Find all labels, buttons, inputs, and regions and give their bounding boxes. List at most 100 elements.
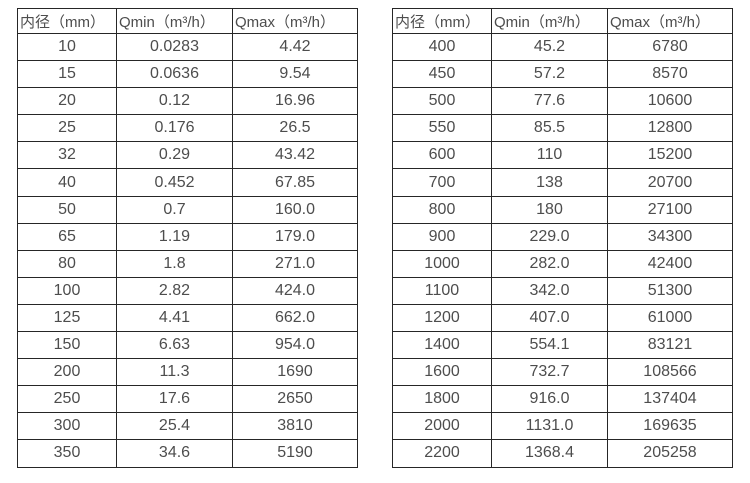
table-cell: 1000 — [392, 249, 492, 278]
table-cell: 45.2 — [491, 32, 608, 62]
table-cell: 9.54 — [232, 60, 358, 89]
table-cell: 25 — [17, 114, 117, 143]
table-row: 250 17.6 2650 — [17, 385, 358, 414]
table-header-row: 内径（mm） Qmin（m³/h） Qmax（m³/h） — [392, 8, 733, 34]
header-inner-diameter: 内径（mm） — [392, 8, 492, 34]
table-cell: 229.0 — [491, 222, 608, 251]
table-row: 25 0.176 26.5 — [17, 114, 358, 143]
table-cell: 2000 — [392, 412, 492, 441]
table-cell: 271.0 — [232, 249, 358, 278]
table-cell: 10 — [17, 32, 117, 62]
table-cell: 51300 — [607, 276, 733, 305]
table-cell: 77.6 — [491, 87, 608, 116]
table-cell: 732.7 — [491, 358, 608, 387]
table-row: 900 229.0 34300 — [392, 222, 733, 251]
table-row: 500 77.6 10600 — [392, 87, 733, 116]
table-cell: 17.6 — [116, 385, 233, 414]
table-cell: 954.0 — [232, 331, 358, 360]
table-cell: 11.3 — [116, 358, 233, 387]
table-cell: 4.42 — [232, 32, 358, 62]
table-cell: 100 — [17, 276, 117, 305]
table-row: 32 0.29 43.42 — [17, 141, 358, 170]
table-cell: 0.12 — [116, 87, 233, 116]
table-cell: 15200 — [607, 141, 733, 170]
table-row: 400 45.2 6780 — [392, 32, 733, 62]
flow-spec-table-left: 内径（mm） Qmin（m³/h） Qmax（m³/h） 10 0.0283 4.4… — [17, 8, 358, 468]
header-qmax: Qmax（m³/h） — [232, 8, 358, 34]
table-row: 550 85.5 12800 — [392, 114, 733, 143]
table-cell: 20700 — [607, 168, 733, 197]
table-row: 800 180 27100 — [392, 195, 733, 224]
header-qmax: Qmax（m³/h） — [607, 8, 733, 34]
table-cell: 150 — [17, 331, 117, 360]
table-cell: 57.2 — [491, 60, 608, 89]
table-cell: 137404 — [607, 385, 733, 414]
table-cell: 83121 — [607, 331, 733, 360]
table-row: 125 4.41 662.0 — [17, 303, 358, 333]
table-cell: 67.85 — [232, 168, 358, 197]
table-row: 15 0.0636 9.54 — [17, 60, 358, 89]
table-cell: 1.8 — [116, 249, 233, 278]
table-cell: 600 — [392, 141, 492, 170]
table-cell: 700 — [392, 168, 492, 197]
table-cell: 27100 — [607, 195, 733, 224]
table-row: 50 0.7 160.0 — [17, 195, 358, 224]
table-cell: 1600 — [392, 358, 492, 387]
table-cell: 26.5 — [232, 114, 358, 143]
table-row: 10 0.0283 4.42 — [17, 32, 358, 62]
table-cell: 1.19 — [116, 222, 233, 251]
table-cell: 200 — [17, 358, 117, 387]
header-qmin: Qmin（m³/h） — [491, 8, 608, 34]
table-cell: 1200 — [392, 303, 492, 333]
table-row: 200 11.3 1690 — [17, 358, 358, 387]
table-cell: 85.5 — [491, 114, 608, 143]
table-cell: 20 — [17, 87, 117, 116]
table-cell: 169635 — [607, 412, 733, 441]
table-cell: 16.96 — [232, 87, 358, 116]
table-cell: 25.4 — [116, 412, 233, 441]
table-cell: 205258 — [607, 439, 733, 468]
table-cell: 342.0 — [491, 276, 608, 305]
table-cell: 550 — [392, 114, 492, 143]
table-cell: 0.176 — [116, 114, 233, 143]
table-cell: 34300 — [607, 222, 733, 251]
table-cell: 15 — [17, 60, 117, 89]
table-cell: 250 — [17, 385, 117, 414]
table-cell: 900 — [392, 222, 492, 251]
table-row: 600 110 15200 — [392, 141, 733, 170]
table-cell: 43.42 — [232, 141, 358, 170]
table-row: 1000 282.0 42400 — [392, 249, 733, 278]
table-row: 350 34.6 5190 — [17, 439, 358, 468]
table-cell: 0.29 — [116, 141, 233, 170]
table-cell: 0.0283 — [116, 32, 233, 62]
table-cell: 916.0 — [491, 385, 608, 414]
table-row: 450 57.2 8570 — [392, 60, 733, 89]
table-cell: 65 — [17, 222, 117, 251]
table-cell: 424.0 — [232, 276, 358, 305]
table-cell: 0.452 — [116, 168, 233, 197]
table-cell: 8570 — [607, 60, 733, 89]
table-cell: 0.0636 — [116, 60, 233, 89]
table-cell: 42400 — [607, 249, 733, 278]
table-cell: 282.0 — [491, 249, 608, 278]
table-cell: 2200 — [392, 439, 492, 468]
table-cell: 500 — [392, 87, 492, 116]
table-cell: 5190 — [232, 439, 358, 468]
flow-spec-table-right: 内径（mm） Qmin（m³/h） Qmax（m³/h） 400 45.2 6780… — [392, 8, 733, 468]
table-cell: 3810 — [232, 412, 358, 441]
table-cell: 2650 — [232, 385, 358, 414]
table-cell: 407.0 — [491, 303, 608, 333]
table-row: 700 138 20700 — [392, 168, 733, 197]
table-cell: 138 — [491, 168, 608, 197]
table-cell: 4.41 — [116, 303, 233, 333]
table-cell: 179.0 — [232, 222, 358, 251]
table-row: 1600 732.7 108566 — [392, 358, 733, 387]
table-cell: 160.0 — [232, 195, 358, 224]
table-row: 1400 554.1 83121 — [392, 331, 733, 360]
table-row: 40 0.452 67.85 — [17, 168, 358, 197]
table-cell: 180 — [491, 195, 608, 224]
table-cell: 61000 — [607, 303, 733, 333]
header-inner-diameter: 内径（mm） — [17, 8, 117, 34]
table-cell: 110 — [491, 141, 608, 170]
table-cell: 2.82 — [116, 276, 233, 305]
